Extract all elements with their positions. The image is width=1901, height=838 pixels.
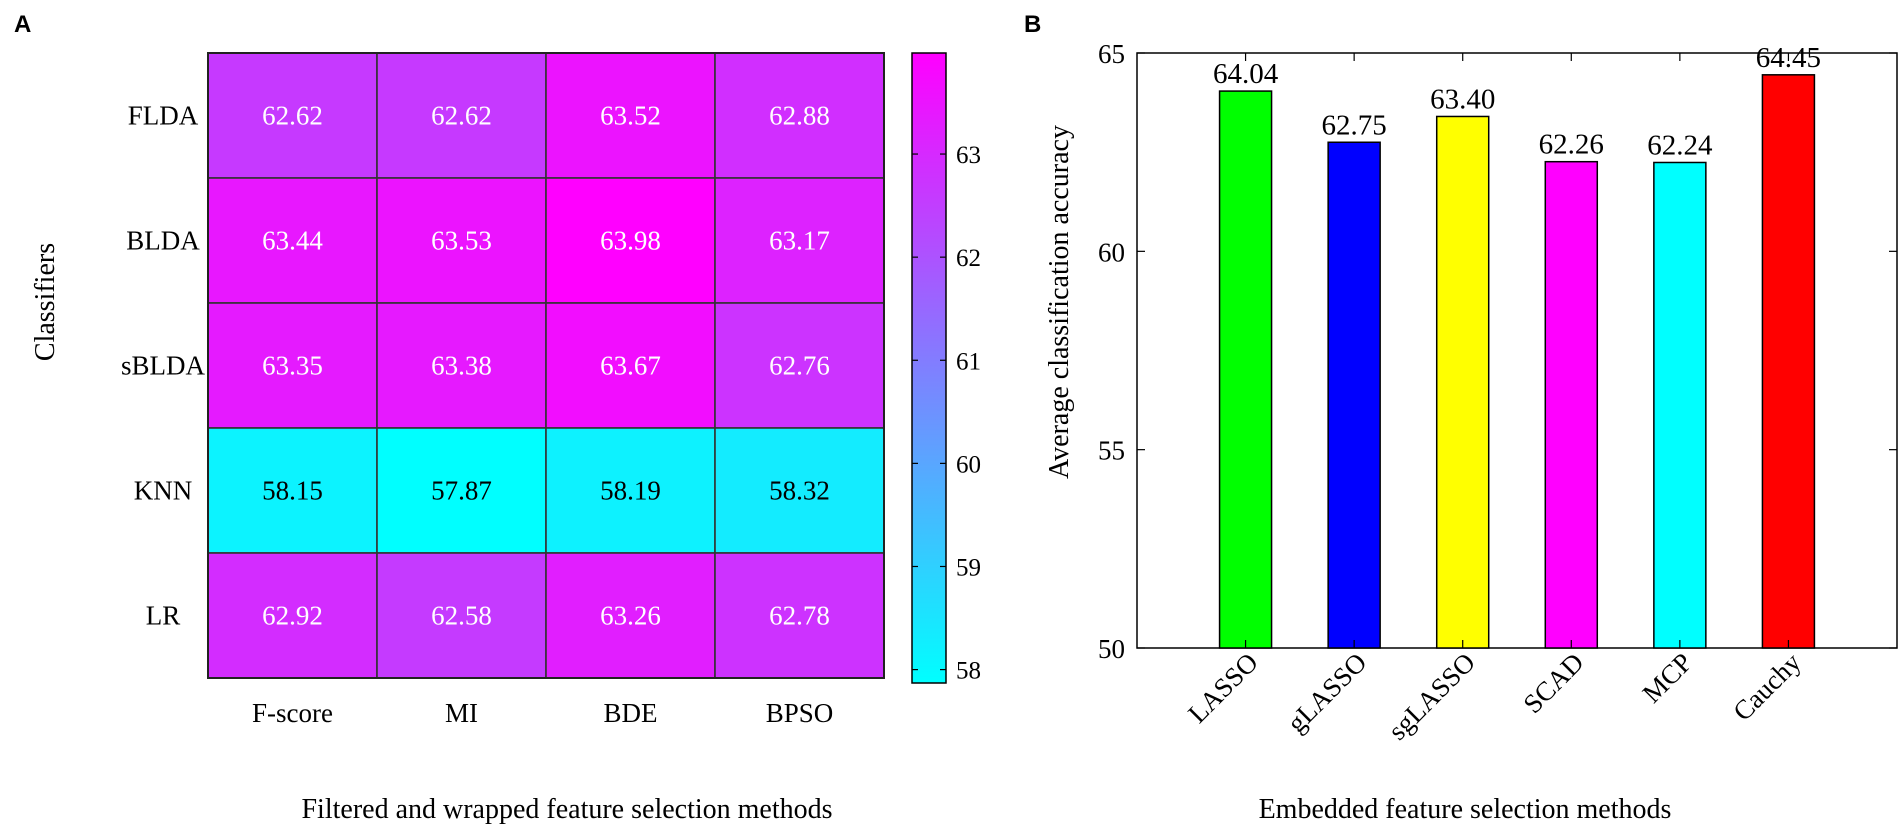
bar <box>1653 161 1707 649</box>
heatmap-x-axis-title: Filtered and wrapped feature selection m… <box>301 794 832 825</box>
y-axis-tick-label: 60 <box>1098 237 1125 267</box>
heatmap-row-label: BLDA <box>126 226 200 256</box>
heatmap-cell <box>714 177 885 304</box>
heatmap-cell <box>714 552 885 679</box>
heatmap-cell-value: 63.38 <box>431 351 492 381</box>
bar <box>1544 160 1599 649</box>
heatmap-cell-value: 62.88 <box>769 101 830 131</box>
heatmap-cell <box>714 302 885 429</box>
heatmap-column-label: F-score <box>252 698 333 728</box>
colorbar-tick-label: 60 <box>956 451 981 478</box>
heatmap-cell-value: 63.17 <box>769 226 830 256</box>
colorbar-tick-label: 59 <box>956 554 981 581</box>
heatmap-cell <box>714 427 885 554</box>
panel-b-label: B <box>1024 11 1041 38</box>
bar-value-label: 63.40 <box>1430 83 1495 115</box>
colorbar-tick-label: 62 <box>956 245 981 272</box>
bar-value-label: 64.04 <box>1213 58 1279 90</box>
heatmap-column-label: BPSO <box>766 698 834 728</box>
heatmap-cell-value: 63.26 <box>600 601 661 631</box>
heatmap-cell-value: 63.35 <box>262 351 323 381</box>
heatmap-cell-value: 62.76 <box>769 351 830 381</box>
x-axis-tick-label: SCAD <box>1517 647 1589 719</box>
heatmap-cell <box>376 52 547 179</box>
heatmap-border <box>207 52 885 679</box>
heatmap-cell-value: 63.98 <box>600 226 661 256</box>
heatmap-cell-value: 63.53 <box>431 226 492 256</box>
y-axis-tick-label: 50 <box>1098 634 1125 664</box>
heatmap-cell-value: 62.92 <box>262 601 323 631</box>
heatmap-row-label: KNN <box>134 476 193 506</box>
heatmap-cell <box>376 177 547 304</box>
heatmap-column-label: BDE <box>604 698 658 728</box>
bar-plot-frame <box>1136 52 1898 649</box>
heatmap-cell <box>376 427 547 554</box>
heatmap-cell-value: 63.52 <box>600 101 661 131</box>
heatmap-cell-value: 63.44 <box>262 226 323 256</box>
colorbar: 58 59 60 61 62 63 <box>911 52 981 685</box>
heatmap-row-label: sBLDA <box>121 351 206 381</box>
x-axis-tick-label: LASSO <box>1182 647 1264 729</box>
bar-x-axis-title: Embedded feature selection methods <box>1259 794 1672 825</box>
panel-a-label: A <box>14 11 31 38</box>
heatmap-cell <box>714 52 885 179</box>
heatmap-cell-value: 57.87 <box>431 476 492 506</box>
heatmap-cell <box>207 52 378 179</box>
heatmap-row-label: FLDA <box>128 101 199 131</box>
heatmap-cell <box>376 552 547 679</box>
bar-y-axis-title: Average classification accuracy <box>1044 125 1075 479</box>
heatmap-cell-value: 62.62 <box>431 101 492 131</box>
heatmap-cell <box>545 552 716 679</box>
heatmap-cell-value: 58.15 <box>262 476 323 506</box>
bar <box>1218 90 1273 649</box>
bar-value-label: 62.24 <box>1647 129 1713 161</box>
heatmap-cell-value: 63.67 <box>600 351 661 381</box>
bar <box>1327 141 1381 649</box>
colorbar-gradient <box>911 52 947 684</box>
x-axis-tick-label: Cauchy <box>1727 647 1807 727</box>
heatmap-cell-value: 62.78 <box>769 601 830 631</box>
x-axis-tick-label: MCP <box>1637 647 1699 709</box>
colorbar-tick-label: 63 <box>956 142 981 169</box>
bar-chart: 50 55 60 65 64.04 LASSO 62.75 gLASSO 63.40 sgLASS… <box>1098 39 1898 746</box>
bar <box>1761 74 1816 649</box>
heatmap-y-axis-title: Classifiers <box>30 243 61 361</box>
colorbar-tick-label: 58 <box>956 658 981 685</box>
heatmap-cell-value: 58.19 <box>600 476 661 506</box>
bar-value-label: 62.26 <box>1539 129 1604 161</box>
x-axis-tick-label: gLASSO <box>1281 647 1372 738</box>
heatmap-cell-value: 62.58 <box>431 601 492 631</box>
heatmap-cell <box>207 427 378 554</box>
heatmap-cell <box>376 302 547 429</box>
heatmap-cell <box>545 427 716 554</box>
x-axis-tick-label: sgLASSO <box>1382 647 1481 746</box>
heatmap-column-label: MI <box>445 698 478 728</box>
colorbar-tick-label: 61 <box>956 348 981 375</box>
heatmap-cell-value: 58.32 <box>769 476 830 506</box>
heatmap-row-label: LR <box>146 601 181 631</box>
y-axis-tick-label: 65 <box>1098 39 1125 69</box>
y-axis-tick-label: 55 <box>1098 436 1125 466</box>
heatmap-cell <box>207 552 378 679</box>
heatmap-cell-value: 62.62 <box>262 101 323 131</box>
heatmap: 62.62 62.62 63.52 62.88 63.44 63.53 63.98 63.17… <box>121 52 885 728</box>
bar <box>1435 115 1490 649</box>
heatmap-cell <box>207 177 378 304</box>
bar-value-label: 62.75 <box>1322 109 1387 141</box>
